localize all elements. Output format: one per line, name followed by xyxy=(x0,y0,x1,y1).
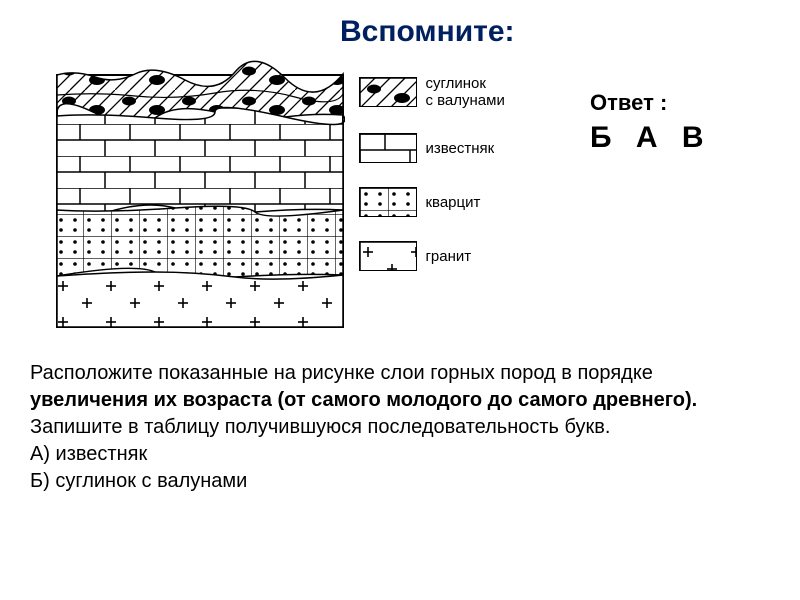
question-line1: Расположите показанные на рисунке слои г… xyxy=(30,362,653,384)
legend-label: суглинок с валунами xyxy=(425,75,504,109)
option-b: Б) суглинок с валунами xyxy=(30,470,247,492)
question-text: Расположите показанные на рисунке слои г… xyxy=(30,360,770,495)
question-line2-bold: увеличения их возраста (от самого молодо… xyxy=(30,389,697,411)
answer-block: Ответ : Б А В xyxy=(590,90,712,155)
answer-label: Ответ : xyxy=(590,90,712,116)
legend-label: известняк xyxy=(425,140,494,157)
question-line3: Запишите в таблицу получившуюся последов… xyxy=(30,416,610,438)
legend-label: гранит xyxy=(425,248,471,265)
legend: суглинок с валунами известняк кварцит гр… xyxy=(359,60,504,295)
option-a: А) известняк xyxy=(30,443,147,465)
page-title: Вспомните: xyxy=(340,15,515,49)
legend-label: кварцит xyxy=(425,194,480,211)
legend-item-dots: кварцит xyxy=(359,187,504,217)
legend-item-crosses: гранит xyxy=(359,241,504,271)
answer-letters: Б А В xyxy=(590,121,712,155)
diagram-area: суглинок с валунами известняк кварцит гр… xyxy=(55,60,505,330)
geological-strata-diagram xyxy=(55,60,345,330)
legend-item-boulders: суглинок с валунами xyxy=(359,75,504,109)
legend-item-brick: известняк xyxy=(359,133,504,163)
